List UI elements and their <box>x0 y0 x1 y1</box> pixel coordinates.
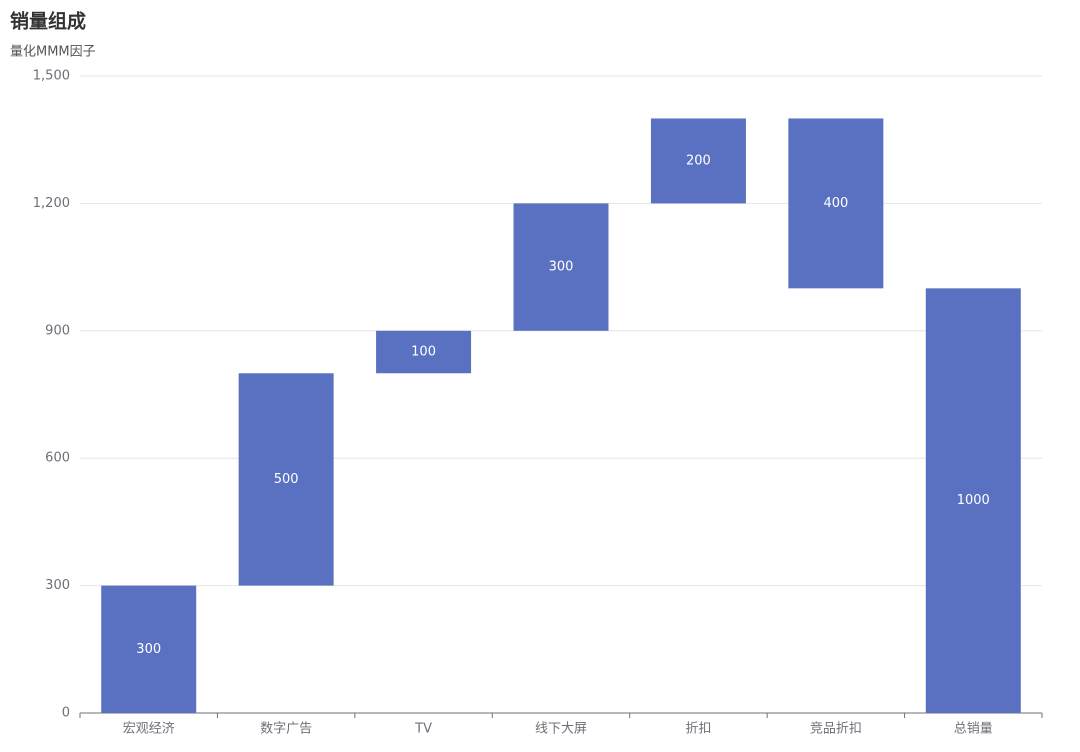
y-tick-label: 1,500 <box>33 69 70 84</box>
value-label: 500 <box>274 472 299 487</box>
value-label: 1000 <box>957 493 990 508</box>
y-tick-label: 900 <box>45 323 70 338</box>
x-tick-label: 折扣 <box>685 722 711 737</box>
chart-title: 销量组成 <box>10 10 86 33</box>
x-tick-label: TV <box>414 722 432 737</box>
bar <box>376 330 472 374</box>
value-label: 100 <box>411 345 436 360</box>
bar <box>925 288 1021 713</box>
y-tick-label: 0 <box>62 706 70 721</box>
y-tick-label: 1,200 <box>33 196 70 211</box>
value-label: 400 <box>823 196 848 211</box>
bar <box>788 118 884 289</box>
value-label: 200 <box>686 153 711 168</box>
bar <box>513 203 609 331</box>
bar <box>101 585 197 713</box>
chart-subtitle: 量化MMM因子 <box>10 45 96 60</box>
value-label: 300 <box>549 260 574 275</box>
bar <box>238 373 334 586</box>
x-tick-label: 总销量 <box>954 722 993 737</box>
x-tick-label: 数字广告 <box>260 722 312 737</box>
x-tick-label: 线下大屏 <box>535 722 587 737</box>
x-tick-label: 宏观经济 <box>123 722 175 737</box>
x-tick-label: 竞品折扣 <box>810 721 862 737</box>
y-tick-label: 300 <box>45 578 70 593</box>
y-tick-label: 600 <box>45 451 70 466</box>
value-label: 300 <box>136 642 161 657</box>
bar <box>650 118 746 204</box>
